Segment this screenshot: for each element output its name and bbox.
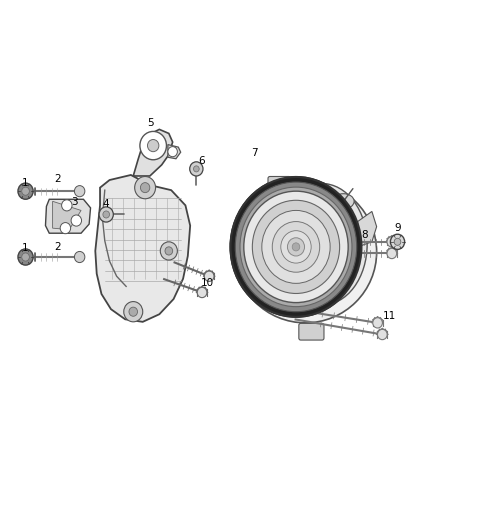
Circle shape [288,238,304,256]
Circle shape [18,249,33,265]
Circle shape [140,132,167,160]
Circle shape [71,215,82,226]
Circle shape [387,248,396,259]
Circle shape [74,251,85,263]
Circle shape [262,210,330,283]
Circle shape [281,231,311,263]
Circle shape [160,242,178,260]
Polygon shape [53,201,81,230]
Circle shape [244,191,348,303]
Circle shape [235,182,357,312]
Text: 2: 2 [54,174,60,183]
Circle shape [244,191,348,303]
Text: 7: 7 [251,148,258,158]
Circle shape [252,200,340,293]
Circle shape [373,317,383,328]
Circle shape [252,200,340,293]
Text: 11: 11 [383,311,396,321]
Polygon shape [46,199,91,233]
Circle shape [292,243,300,251]
Text: 9: 9 [395,223,401,233]
Circle shape [197,287,207,297]
Polygon shape [96,175,190,322]
Circle shape [390,234,405,249]
Ellipse shape [333,194,354,209]
Circle shape [22,187,29,195]
Text: 4: 4 [103,199,109,209]
Circle shape [147,139,159,152]
Circle shape [190,162,203,176]
Circle shape [99,207,113,222]
Text: 5: 5 [147,118,154,129]
Circle shape [22,253,29,261]
Polygon shape [133,130,173,176]
FancyBboxPatch shape [299,324,324,340]
Circle shape [204,271,214,282]
Circle shape [230,177,361,317]
Circle shape [103,211,109,218]
Circle shape [60,223,71,233]
Circle shape [394,238,401,245]
Circle shape [74,186,85,197]
Circle shape [292,243,300,251]
Text: 8: 8 [361,230,368,240]
Circle shape [129,307,138,316]
Text: 2: 2 [54,242,60,252]
Circle shape [61,200,72,211]
Polygon shape [358,211,377,247]
Circle shape [235,182,357,312]
Circle shape [262,210,330,283]
Circle shape [288,238,304,256]
Ellipse shape [277,184,367,305]
Circle shape [193,166,199,172]
Circle shape [377,329,387,339]
Text: 6: 6 [198,156,204,166]
Ellipse shape [234,181,377,323]
Circle shape [135,177,156,199]
Text: 10: 10 [201,279,214,288]
FancyBboxPatch shape [268,177,291,190]
Text: 1: 1 [22,243,29,253]
Circle shape [168,146,178,157]
Polygon shape [168,144,180,159]
Circle shape [141,183,150,193]
Circle shape [165,247,173,255]
Circle shape [272,222,320,272]
Circle shape [18,183,33,199]
Circle shape [240,187,352,307]
Circle shape [281,231,311,263]
Circle shape [124,302,143,322]
Circle shape [240,187,352,307]
Circle shape [387,237,396,247]
Circle shape [230,177,361,317]
Circle shape [272,222,320,272]
Text: 3: 3 [72,197,78,207]
Text: 1: 1 [22,178,29,187]
